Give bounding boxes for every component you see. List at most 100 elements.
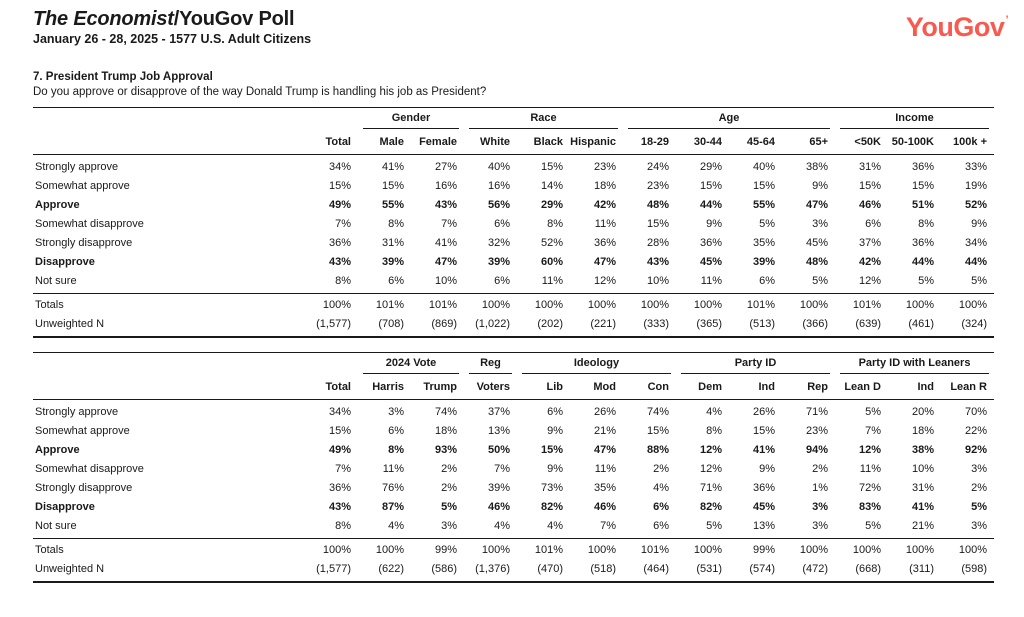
data-cell: 31%	[381, 236, 404, 249]
data-cell: 5%	[865, 519, 881, 532]
data-cell: 20%	[911, 405, 934, 418]
column-header: Black	[533, 135, 563, 148]
row-label: Approve	[35, 198, 80, 211]
data-cell: (472)	[802, 563, 828, 576]
data-cell: 3%	[971, 462, 987, 475]
group-header	[305, 107, 358, 129]
data-cell: 3%	[441, 519, 457, 532]
column-header: Rep	[807, 380, 828, 393]
data-cell: 4%	[653, 481, 669, 494]
data-cell: 3%	[812, 217, 828, 230]
data-cell: 9%	[547, 462, 563, 475]
data-cell: 38%	[911, 443, 934, 456]
row-label: Disapprove	[35, 255, 95, 268]
data-cell: 100%	[905, 299, 934, 312]
data-cell: 3%	[812, 500, 828, 513]
table-row: Disapprove 43% 87% 5% 46% 82% 46% 6% 82% 45% 3% 83%…	[33, 497, 994, 516]
data-cell: 101%	[746, 299, 775, 312]
data-cell: 29%	[699, 160, 722, 173]
data-cell: 45%	[699, 255, 722, 268]
data-cell: 6%	[388, 424, 404, 437]
data-cell: 43%	[434, 198, 457, 211]
table-row: Approve 49% 55% 43% 56% 29% 42% 48% 44% 55% 47% 46%…	[33, 195, 994, 214]
corner-cell	[33, 374, 305, 400]
data-cell: 2%	[653, 462, 669, 475]
column-header: Dem	[698, 380, 722, 393]
table-row: Strongly approve 34% 41% 27% 40% 15% 23% 24% 29%…	[33, 154, 994, 176]
data-cell: 15%	[381, 179, 404, 192]
data-cell: 10%	[434, 274, 457, 287]
group-header: Age	[623, 107, 835, 129]
data-cell: (586)	[431, 563, 457, 576]
table-row: Strongly disapprove 36% 31% 41% 32% 52% 36% 28%…	[33, 233, 994, 252]
data-cell: 60%	[540, 255, 563, 268]
table-row: Somewhat disapprove 7% 11% 2% 7% 9% 11% 2% 12% 9%…	[33, 459, 994, 478]
group-header: Party ID with Leaners	[835, 352, 994, 374]
table-row: Approve 49% 8% 93% 50% 15% 47% 88% 12% 41% 94% 12% 3…	[33, 440, 994, 459]
data-cell: 72%	[858, 481, 881, 494]
data-cell: 100%	[587, 299, 616, 312]
data-cell: (708)	[378, 318, 404, 331]
data-cell: 101%	[534, 544, 563, 557]
data-cell: 100%	[534, 299, 563, 312]
group-header: 2024 Vote	[358, 352, 464, 374]
group-header: Race	[464, 107, 623, 129]
data-cell: 6%	[653, 500, 669, 513]
column-header: Harris	[372, 380, 404, 393]
data-cell: 47%	[434, 255, 457, 268]
data-cell: 14%	[540, 179, 563, 192]
data-cell: 36%	[752, 481, 775, 494]
group-label: Party ID	[734, 356, 777, 369]
data-cell: 33%	[964, 160, 987, 173]
data-cell: 28%	[646, 236, 669, 249]
table-row: Somewhat approve 15% 15% 16% 16% 14% 18% 23% 15%…	[33, 176, 994, 195]
corner-cell	[33, 352, 305, 374]
row-label: Unweighted N	[35, 318, 105, 331]
data-cell: 34%	[964, 236, 987, 249]
group-header-row: Gender Race Age Income	[33, 107, 994, 129]
data-cell: 11%	[541, 274, 563, 287]
column-header: Lean R	[950, 380, 987, 393]
row-label: Somewhat approve	[35, 179, 130, 192]
data-cell: 12%	[699, 462, 722, 475]
data-cell: 7%	[494, 462, 510, 475]
data-cell: 7%	[335, 217, 351, 230]
data-cell: 2%	[812, 462, 828, 475]
data-cell: 50%	[487, 443, 510, 456]
title-rest: /YouGov Poll	[173, 8, 295, 30]
politics-table-container: 2024 Vote Reg Ideology Party ID Party ID wit…	[33, 351, 994, 583]
data-cell: 16%	[487, 179, 510, 192]
data-cell: 7%	[335, 462, 351, 475]
data-cell: 10%	[911, 462, 934, 475]
data-cell: 44%	[964, 255, 987, 268]
data-cell: 15%	[328, 424, 351, 437]
table-row: Totals 100% 100% 99% 100% 101% 100% 101% 100% 99%…	[33, 538, 994, 560]
data-cell: 24%	[646, 160, 669, 173]
data-cell: 71%	[805, 405, 828, 418]
row-label: Not sure	[35, 519, 77, 532]
data-cell: 8%	[335, 519, 351, 532]
data-cell: 5%	[706, 519, 722, 532]
poll-table: 2024 Vote Reg Ideology Party ID Party ID wit…	[33, 351, 994, 583]
data-cell: (622)	[378, 563, 404, 576]
data-cell: 22%	[964, 424, 987, 437]
row-label: Not sure	[35, 274, 77, 287]
data-cell: 23%	[593, 160, 616, 173]
data-cell: 40%	[487, 160, 510, 173]
title-publication: The Economist	[33, 8, 174, 30]
data-cell: 100%	[799, 299, 828, 312]
data-cell: 15%	[540, 160, 563, 173]
data-cell: (311)	[909, 563, 934, 576]
data-cell: (574)	[749, 563, 775, 576]
data-cell: 52%	[540, 236, 563, 249]
data-cell: 10%	[646, 274, 669, 287]
data-cell: 8%	[388, 443, 404, 456]
data-cell: 48%	[646, 198, 669, 211]
column-header: 100k +	[953, 135, 987, 148]
data-cell: 21%	[911, 519, 934, 532]
data-cell: 18%	[593, 179, 616, 192]
data-cell: 15%	[646, 424, 669, 437]
data-cell: 44%	[699, 198, 722, 211]
group-underline	[840, 370, 989, 374]
data-cell: 37%	[487, 405, 510, 418]
